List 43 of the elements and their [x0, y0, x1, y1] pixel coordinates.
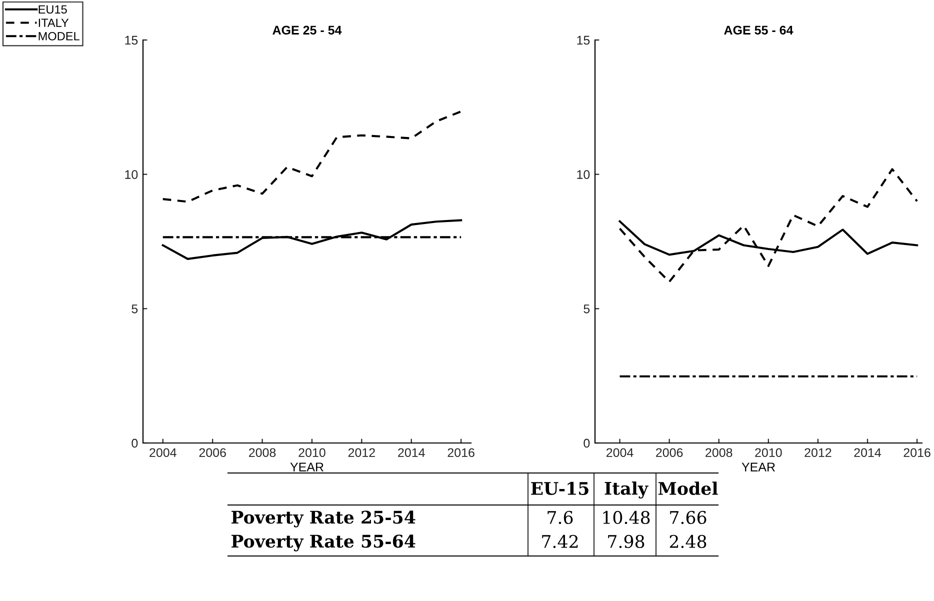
x-tick-label: 2004: [150, 448, 176, 458]
x-tick-label: 2016: [448, 448, 474, 458]
x-tick-label: 2010: [755, 448, 782, 458]
x-tick-label: 2016: [904, 448, 930, 458]
text: Model: [658, 482, 718, 496]
line-series: [162, 219, 462, 260]
y-tick-label: 10: [125, 170, 138, 179]
x-tick-label: 2014: [854, 448, 882, 458]
text: 7.6: [548, 510, 573, 524]
x-tick-label: 2014: [398, 448, 425, 458]
y-tick-label: 0: [584, 438, 590, 448]
text: 10.48: [603, 510, 650, 524]
x-axis-title: YEAR: [290, 462, 324, 472]
legend-label: ITALY: [38, 18, 69, 27]
x-tick-label: 2006: [199, 448, 226, 458]
y-tick-label: 10: [577, 170, 590, 179]
text: Poverty Rate 55-64: [232, 534, 416, 552]
legend-label: EU15: [38, 5, 67, 14]
x-tick-label: 2008: [706, 448, 732, 458]
y-tick-label: 15: [577, 36, 590, 45]
y-tick-label: 5: [132, 304, 138, 314]
x-tick-label: 2008: [249, 448, 276, 458]
text: 7.42: [542, 534, 578, 548]
y-tick-label: 15: [125, 36, 138, 45]
text: EU-15: [531, 482, 588, 496]
chart-title: AGE 55 - 64: [724, 26, 794, 35]
text: Poverty Rate 25-54: [232, 510, 416, 528]
x-tick-label: 2012: [804, 448, 832, 458]
chart-title: AGE 25 - 54: [272, 26, 342, 35]
text: 2.48: [670, 534, 706, 548]
y-tick-label: 5: [584, 304, 590, 314]
legend-label: MODEL: [38, 32, 80, 40]
line-series: [618, 168, 918, 283]
x-tick-label: 2010: [298, 448, 326, 458]
y-tick-label: 0: [132, 438, 138, 448]
x-tick-label: 2006: [656, 448, 683, 458]
x-axis-title: YEAR: [742, 462, 775, 472]
line-series: [162, 110, 462, 203]
text: 7.66: [670, 510, 706, 524]
x-tick-label: 2012: [348, 448, 375, 458]
x-tick-label: 2004: [606, 448, 634, 458]
text: 7.98: [608, 534, 644, 548]
text: Italy: [604, 481, 648, 499]
